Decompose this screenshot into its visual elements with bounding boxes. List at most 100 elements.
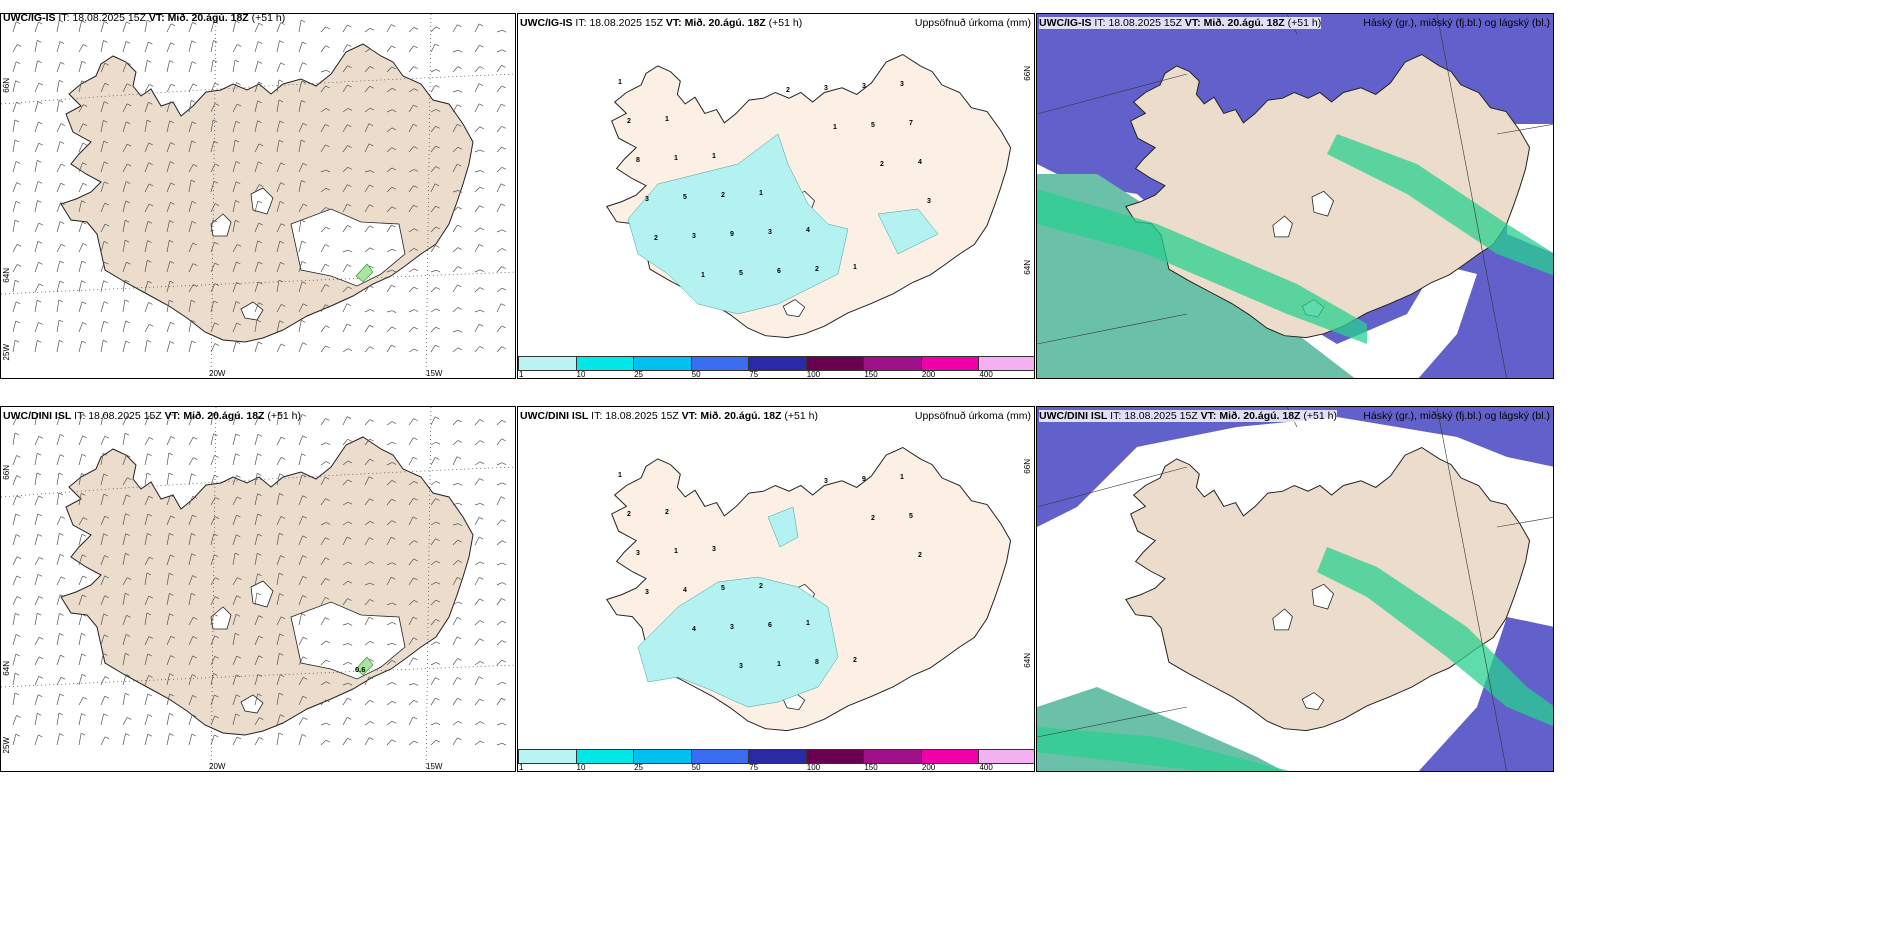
wind-barb (232, 694, 237, 706)
wind-barb-flag (325, 476, 330, 480)
wind-barb (430, 269, 437, 273)
wind-barb (188, 553, 192, 566)
wind-barb (210, 694, 215, 706)
wind-barb-flag (191, 592, 196, 596)
wind-barb-flag (302, 435, 307, 439)
wind-barb (408, 637, 414, 646)
wind-barb-flag (126, 415, 132, 419)
wind-barb-flag (82, 221, 87, 225)
wind-barb-flag (147, 653, 152, 657)
wind-barb-flag (368, 676, 374, 680)
wind-barb-flag (237, 244, 242, 247)
wind-barb (496, 126, 502, 133)
wind-barb (34, 613, 38, 626)
wind-barb (144, 281, 149, 293)
wind-barb (188, 457, 194, 466)
wind-barb (78, 414, 83, 426)
wind-barb (56, 100, 60, 113)
wind-barb (408, 600, 415, 606)
wind-barb-flag (104, 595, 109, 599)
high-cloud-band (1037, 547, 1553, 771)
wind-barb (232, 282, 237, 293)
wind-barb-flag (126, 163, 132, 167)
wind-barb (144, 415, 150, 426)
wind-barb (364, 537, 370, 546)
colorbar-swatch (920, 356, 980, 371)
wind-barb-flag (38, 121, 43, 125)
wind-barb-flag (479, 478, 484, 481)
wind-barb (100, 241, 105, 253)
wind-barb-flag (59, 554, 65, 557)
wind-barb-flag (169, 572, 174, 576)
wind-barb (144, 102, 149, 113)
wind-barb-flag (192, 714, 197, 718)
precip-value-label: 2 (786, 87, 790, 94)
wind-barb-flag (413, 740, 419, 744)
wind-barb-flag (435, 145, 440, 149)
wind-barb-flag (325, 284, 330, 287)
wind-barb-flag (391, 462, 397, 465)
wind-barb-flag (435, 441, 441, 445)
wind-barb (100, 340, 104, 353)
precip-value-label: 3 (862, 83, 866, 90)
wind-barb-flag (302, 656, 308, 660)
wind-barb (320, 263, 326, 273)
wind-barb (122, 733, 126, 746)
wind-barb (56, 472, 60, 486)
wind-barb (474, 170, 481, 173)
wind-barb-flag (191, 473, 196, 476)
wind-barb-flag (479, 503, 485, 506)
wind-barb-flag (60, 414, 65, 418)
wind-barb (12, 119, 16, 133)
wind-barb-flag (325, 304, 330, 307)
wind-barb (210, 497, 216, 506)
wind-barb (122, 279, 126, 293)
wind-barb-flag (38, 734, 43, 738)
wind-barb-flag (325, 681, 331, 684)
wind-barb (232, 595, 237, 606)
wind-barb-flag (479, 244, 484, 247)
wind-barb-flag (213, 613, 219, 617)
wind-barb (496, 482, 503, 486)
wind-barb (12, 44, 18, 53)
wind-barb-flag (478, 323, 484, 327)
wind-barb (12, 280, 16, 293)
colorbar: 1 10 25 50 75 100 150 200 400 (518, 356, 1034, 378)
wind-barb-flag (348, 643, 353, 646)
precip-value-label: 2 (665, 509, 669, 516)
wind-barb-flag (435, 662, 441, 665)
wind-barb (100, 516, 106, 526)
wind-barb-flag (256, 592, 262, 596)
wind-barb (364, 721, 371, 726)
wind-barb-flag (369, 458, 374, 462)
wind-barb (232, 496, 238, 506)
wind-barb-flag (457, 146, 462, 150)
wind-barb-flag (214, 241, 219, 245)
precip-value-label: 3 (645, 589, 649, 596)
precip-value-label: 5 (739, 270, 743, 277)
precip-value-label: 3 (927, 198, 931, 205)
wind-barb (452, 124, 458, 133)
wind-barb-flag (146, 572, 152, 576)
wind-barb (320, 70, 327, 73)
wind-barb-flag (169, 60, 174, 63)
wind-barb-flag (369, 438, 374, 442)
wind-barb (364, 476, 370, 486)
wind-barb (100, 120, 104, 133)
wind-barb (474, 309, 481, 313)
wind-barb (254, 201, 259, 213)
wind-barb-flag (391, 109, 397, 113)
wind-panel-top: UWC/IG-IS IT: 18.08.2025 15Z VT: Mið. 20… (0, 13, 516, 379)
wind-barb (34, 121, 39, 133)
wind-barb (78, 697, 84, 706)
wind-barb-flag (457, 577, 462, 580)
wind-barb (34, 222, 40, 233)
wind-barb-flag (302, 495, 307, 499)
wind-barb (144, 556, 150, 566)
wind-barb (276, 572, 280, 586)
wind-barb (210, 60, 214, 73)
wind-barb (386, 109, 393, 113)
wind-barb (166, 593, 170, 606)
wind-barb (210, 283, 216, 293)
wind-barb (408, 683, 415, 686)
